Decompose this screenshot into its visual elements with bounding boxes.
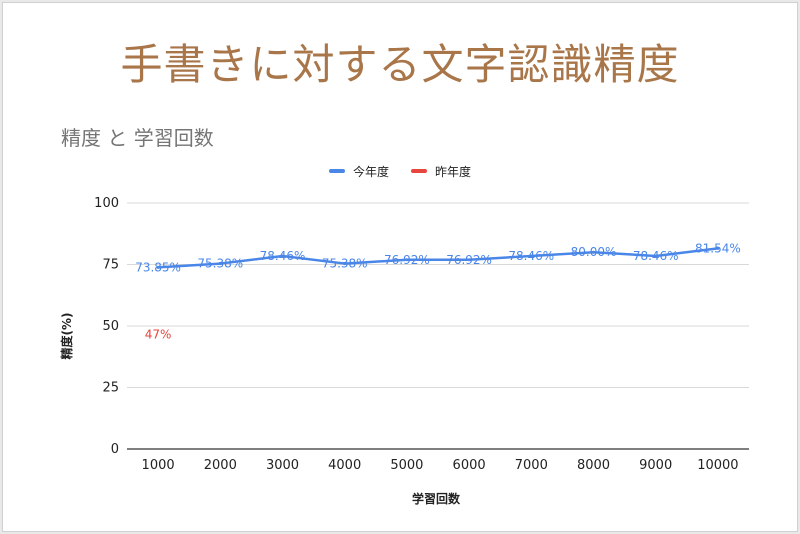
x-tick-label: 7000 [515, 458, 548, 473]
data-label: 81.54% [695, 241, 741, 255]
line-chart: 精度 と 学習回数 今年度 昨年度 0 25 50 75 100 1000 2000 300… [59, 126, 749, 506]
gridlines [127, 202, 749, 450]
y-tick-label: 100 [94, 196, 119, 211]
legend-label-this-year: 今年度 [353, 164, 389, 179]
data-point [592, 250, 595, 254]
legend-label-last-year: 昨年度 [435, 164, 471, 179]
data-label: 76.92% [384, 253, 430, 267]
data-label: 78.46% [633, 249, 679, 263]
x-tick-label: 4000 [328, 458, 361, 473]
data-point [716, 246, 720, 250]
x-tick-label: 10000 [697, 458, 738, 473]
chart-legend: 今年度 昨年度 [329, 164, 471, 179]
x-axis-ticks: 1000 2000 3000 4000 5000 6000 7000 8000 9000 1000… [142, 458, 739, 473]
x-tick-label: 9000 [639, 458, 672, 473]
data-label: 78.46% [260, 249, 306, 263]
x-tick-label: 3000 [266, 458, 299, 473]
data-label: 47% [145, 327, 172, 341]
y-axis-label: 精度(%) [59, 313, 74, 360]
y-axis-ticks: 0 25 50 75 100 [94, 196, 119, 457]
y-tick-label: 50 [102, 319, 119, 334]
y-tick-label: 0 [111, 442, 119, 457]
data-point [281, 254, 284, 258]
data-point [467, 258, 471, 262]
x-tick-label: 2000 [204, 458, 237, 473]
data-point [218, 262, 222, 266]
y-tick-label: 75 [102, 258, 119, 273]
x-tick-label: 6000 [453, 458, 486, 473]
data-point [156, 265, 160, 269]
x-tick-label: 1000 [142, 458, 175, 473]
data-label: 80.00% [571, 245, 617, 259]
data-label: 75.38% [197, 257, 243, 271]
x-tick-label: 5000 [390, 458, 423, 473]
data-point [529, 254, 533, 258]
series-line [156, 247, 720, 269]
data-labels: 73.85% 75.38% 78.46% 75.38% 76.92% 76.92% 78.4… [135, 241, 741, 341]
x-tick-label: 8000 [577, 458, 610, 473]
data-point [343, 262, 347, 266]
data-label: 73.85% [135, 260, 181, 274]
legend-swatch-last-year [411, 169, 427, 173]
data-point [405, 258, 409, 262]
data-label: 76.92% [446, 253, 492, 267]
series-layer [156, 246, 720, 269]
data-label: 75.38% [322, 257, 368, 271]
slide-title: 手書きに対する文字認識精度 [120, 40, 680, 89]
data-label: 78.46% [508, 249, 554, 263]
chart-title: 精度 と 学習回数 [61, 126, 214, 150]
y-tick-label: 25 [102, 381, 119, 396]
legend-swatch-this-year [329, 169, 345, 173]
x-axis-label: 学習回数 [412, 491, 461, 506]
data-point [654, 254, 658, 258]
